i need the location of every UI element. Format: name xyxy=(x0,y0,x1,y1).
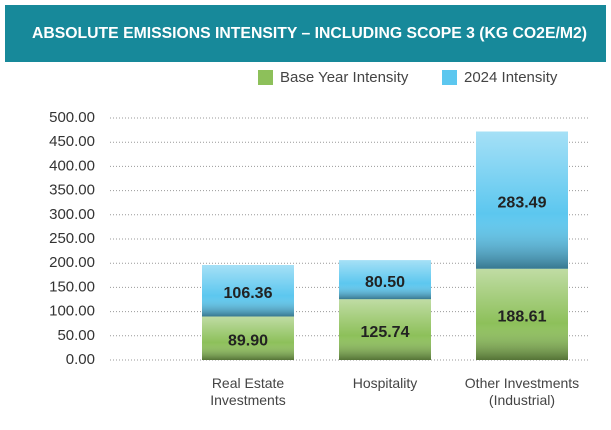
y-tick-label: 0.00 xyxy=(66,351,95,368)
y-tick-label: 500.00 xyxy=(49,109,95,126)
y-tick-label: 200.00 xyxy=(49,254,95,271)
legend-swatch xyxy=(258,70,273,85)
y-tick-label: 50.00 xyxy=(57,327,95,344)
y-tick-label: 400.00 xyxy=(49,157,95,174)
title-bar xyxy=(5,5,606,62)
y-tick-label: 300.00 xyxy=(49,206,95,223)
bar-shade xyxy=(476,131,568,269)
bar-shade xyxy=(476,268,568,360)
data-label: 106.36 xyxy=(224,285,273,302)
y-tick-label: 350.00 xyxy=(49,182,95,199)
y-tick-label: 250.00 xyxy=(49,230,95,247)
legend-label: 2024 Intensity xyxy=(464,69,558,86)
y-tick-label: 150.00 xyxy=(49,278,95,295)
legend-swatch xyxy=(442,70,457,85)
bar-shade xyxy=(339,299,431,360)
data-label: 283.49 xyxy=(498,194,547,211)
chart-title: ABSOLUTE EMISSIONS INTENSITY – INCLUDING… xyxy=(32,25,587,42)
y-tick-label: 450.00 xyxy=(49,133,95,150)
bar-shade xyxy=(339,260,431,300)
x-tick-label: Hospitality xyxy=(352,375,418,391)
legend-label: Base Year Intensity xyxy=(280,69,409,86)
y-tick-label: 100.00 xyxy=(49,303,95,320)
bar-shade xyxy=(202,265,294,317)
data-label: 89.90 xyxy=(228,332,268,349)
bar-shade xyxy=(202,316,294,360)
data-label: 80.50 xyxy=(365,274,405,291)
x-tick-label: Real Estate Investments xyxy=(210,375,286,408)
x-tick-label: Other Investments (Industrial) xyxy=(464,375,580,408)
data-label: 125.74 xyxy=(361,324,410,341)
data-label: 188.61 xyxy=(498,309,547,326)
